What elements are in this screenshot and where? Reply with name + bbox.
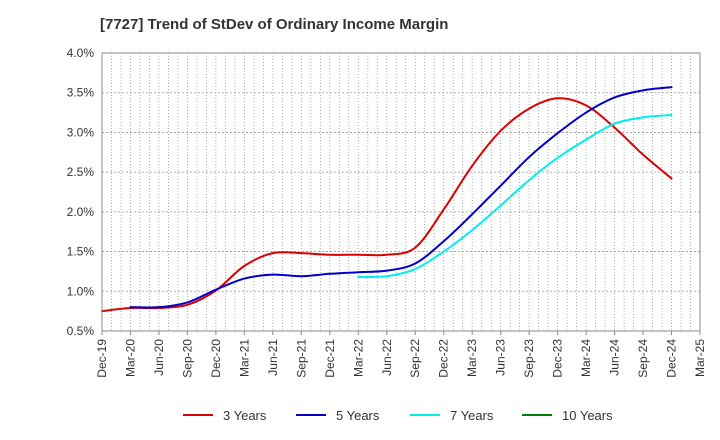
x-axis-ticks: Dec-19 Mar-20 Jun-20 Sep-20 Dec-20 Mar-21 Jun-… — [95, 331, 707, 378]
y-tick-label: 0.5% — [67, 324, 95, 338]
x-tick-label: Sep-23 — [522, 339, 536, 378]
legend-label-10-years: 10 Years — [562, 408, 613, 423]
y-tick-label: 1.5% — [67, 245, 95, 259]
y-tick-label: 2.0% — [67, 205, 95, 219]
x-tick-label: Sep-21 — [294, 339, 308, 378]
series-line-5-years — [129, 86, 673, 309]
y-axis-ticks: 0.5% 1.0% 1.5% 2.0% 2.5% 3.0% 3.5% 4.0% — [67, 46, 95, 338]
x-tick-label: Jun-21 — [266, 339, 280, 376]
y-tick-label: 1.0% — [67, 284, 95, 298]
series-lines — [101, 86, 673, 313]
x-tick-label: Sep-22 — [408, 339, 422, 378]
x-tick-label: Dec-19 — [95, 339, 109, 378]
x-tick-label: Mar-23 — [465, 339, 479, 377]
x-tick-label: Jun-23 — [494, 339, 508, 376]
x-tick-label: Dec-23 — [551, 339, 565, 378]
x-tick-label: Mar-25 — [693, 339, 707, 377]
x-tick-label: Mar-22 — [351, 339, 365, 377]
x-tick-label: Dec-20 — [209, 339, 223, 378]
x-tick-label: Dec-24 — [665, 339, 679, 378]
x-tick-label: Dec-21 — [323, 339, 337, 378]
legend: 3 Years 5 Years 7 Years 10 Years — [183, 408, 613, 423]
series-line-3-years — [101, 97, 673, 313]
x-tick-label: Mar-24 — [579, 339, 593, 377]
plot-frame — [101, 52, 701, 332]
x-tick-label: Mar-20 — [123, 339, 137, 377]
legend-label-7-years: 7 Years — [450, 408, 494, 423]
legend-label-5-years: 5 Years — [336, 408, 380, 423]
legend-label-3-years: 3 Years — [223, 408, 267, 423]
x-tick-label: Jun-20 — [152, 339, 166, 376]
x-tick-label: Jun-24 — [608, 339, 622, 376]
chart-title: [7727] Trend of StDev of Ordinary Income… — [100, 16, 448, 33]
y-tick-label: 3.0% — [67, 125, 95, 139]
y-tick-label: 2.5% — [67, 165, 95, 179]
grid-lines — [102, 53, 700, 331]
series-line-7-years — [357, 113, 673, 279]
x-tick-label: Dec-22 — [437, 339, 451, 378]
x-tick-label: Sep-20 — [180, 339, 194, 378]
x-tick-label: Jun-22 — [380, 339, 394, 376]
y-tick-label: 4.0% — [67, 46, 95, 60]
x-tick-label: Mar-21 — [237, 339, 251, 377]
x-tick-label: Sep-24 — [636, 339, 650, 378]
y-tick-label: 3.5% — [67, 86, 95, 100]
